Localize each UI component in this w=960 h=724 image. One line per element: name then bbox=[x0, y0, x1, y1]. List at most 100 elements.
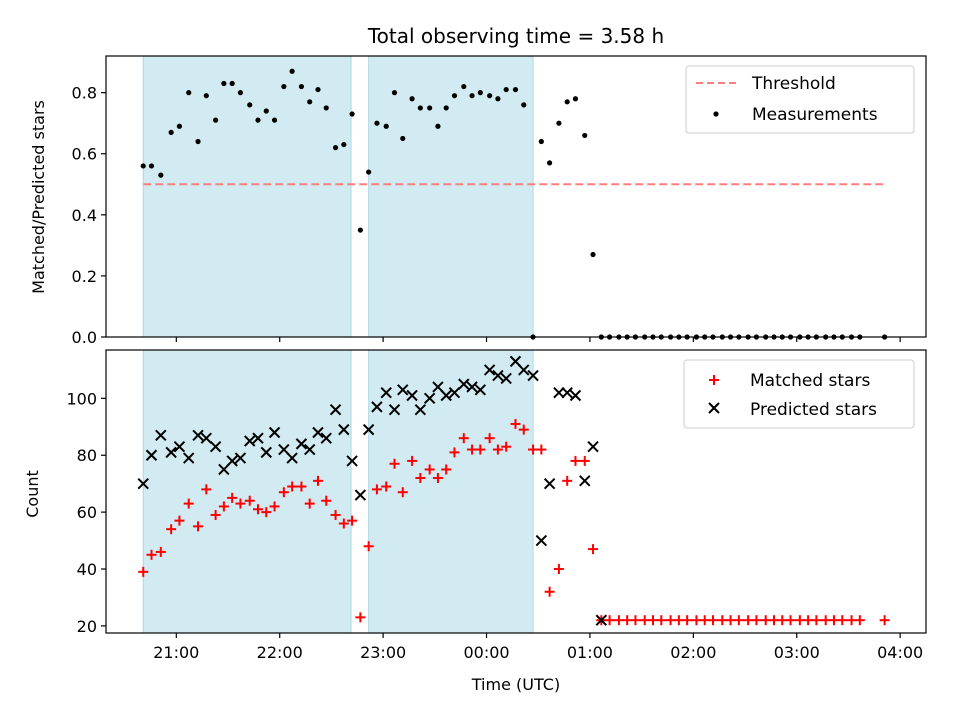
predicted-x-b bbox=[527, 369, 539, 382]
predicted-x-b bbox=[286, 452, 298, 464]
measurement-point bbox=[323, 105, 329, 111]
observing-span-bottom-1 bbox=[368, 349, 534, 634]
predicted-star-point bbox=[244, 435, 256, 447]
measurement-point bbox=[168, 129, 174, 135]
measurement-point bbox=[237, 90, 244, 96]
measurement-point bbox=[582, 132, 588, 139]
matched-star-point bbox=[371, 484, 382, 495]
matched-star-point bbox=[879, 615, 890, 626]
predicted-x-b bbox=[587, 440, 599, 453]
predicted-star-point bbox=[278, 443, 290, 456]
matched-star-point bbox=[518, 424, 529, 435]
bottom-x-ticks: 21:00 22:00 23:00 00:00 01:00 02:00 03:00 04:00 bbox=[153, 633, 923, 662]
predicted-x-b bbox=[338, 423, 350, 436]
matched-star-point bbox=[501, 441, 512, 452]
predicted-star-point bbox=[518, 364, 530, 376]
matched-star-point bbox=[338, 518, 349, 529]
predicted-star-point bbox=[218, 463, 230, 476]
measurement-point bbox=[556, 120, 562, 126]
predicted-star-point bbox=[535, 534, 548, 547]
x-axis-label: Time (UTC) bbox=[471, 675, 560, 694]
predicted-x-b bbox=[500, 372, 512, 385]
x-tick-label: 04:00 bbox=[877, 643, 923, 662]
predicted-x-b bbox=[346, 455, 358, 467]
predicted-star-point bbox=[553, 386, 565, 399]
predicted-x-b bbox=[209, 440, 222, 453]
measurement-point bbox=[521, 102, 527, 108]
predicted-star-point bbox=[338, 423, 350, 436]
predicted-x-b bbox=[458, 378, 470, 390]
bottom-y-tick-label: 60 bbox=[77, 503, 97, 522]
matched-star-point bbox=[424, 464, 435, 475]
predicted-x-b bbox=[137, 477, 149, 490]
predicted-star-point bbox=[320, 432, 332, 444]
bottom-y-tick-label: 100 bbox=[66, 389, 97, 408]
count-points bbox=[137, 355, 890, 626]
predicted-star-point bbox=[268, 426, 281, 439]
predicted-x-b bbox=[354, 489, 367, 501]
predicted-star-point bbox=[252, 432, 264, 444]
measurement-point bbox=[391, 90, 398, 96]
predicted-x-b bbox=[200, 432, 213, 444]
predicted-x-b bbox=[165, 446, 177, 459]
matched-star-point bbox=[415, 472, 426, 483]
matched-star-point bbox=[604, 615, 615, 626]
predicted-star-point bbox=[312, 426, 324, 439]
predicted-star-point bbox=[304, 443, 316, 456]
legend-matched-label: Matched stars bbox=[750, 371, 870, 391]
measurement-point bbox=[461, 83, 467, 90]
x-tick-label: 01:00 bbox=[567, 643, 613, 662]
measurement-point bbox=[203, 93, 209, 99]
top-legend-box bbox=[685, 65, 915, 134]
predicted-x-b bbox=[406, 389, 418, 402]
measurement-point bbox=[495, 96, 501, 102]
matched-star-point bbox=[381, 481, 392, 492]
predicted-x-b bbox=[312, 426, 324, 439]
predicted-star-point bbox=[260, 446, 272, 459]
matched-star-point bbox=[484, 433, 495, 444]
matched-star-point bbox=[304, 498, 315, 509]
predicted-star-point bbox=[423, 392, 436, 405]
bottom-panel: 20 40 60 80 100 21:00 22:00 23:00 00:00 01:00 02:… bbox=[23, 349, 927, 694]
predicted-star-point bbox=[200, 432, 213, 444]
matched-star-point bbox=[363, 541, 374, 552]
predicted-x-b bbox=[295, 438, 308, 450]
matched-star-point bbox=[707, 615, 718, 626]
top-y-tick-label: 0.4 bbox=[72, 206, 97, 225]
bottom-y-axis-label: Count bbox=[23, 470, 42, 518]
predicted-star-point bbox=[165, 446, 177, 459]
matched-star-point bbox=[193, 521, 204, 532]
bottom-axes-frame bbox=[105, 349, 927, 634]
matched-star-point bbox=[155, 546, 166, 557]
measurement-point bbox=[158, 172, 164, 178]
predicted-x-b bbox=[483, 364, 496, 376]
predicted-star-point bbox=[483, 364, 496, 376]
measurement-point bbox=[148, 163, 155, 169]
predicted-star-point bbox=[346, 455, 358, 467]
measurement-point bbox=[477, 90, 483, 96]
predicted-star-point bbox=[286, 452, 298, 464]
predicted-x-b bbox=[320, 432, 332, 444]
top-y-tick-label: 0.8 bbox=[72, 84, 97, 103]
predicted-star-point bbox=[474, 384, 487, 396]
predicted-x-b bbox=[397, 384, 409, 396]
matched-star-point bbox=[312, 475, 323, 486]
observing-span-top-0 bbox=[142, 55, 352, 338]
predicted-star-point bbox=[173, 440, 186, 453]
predicted-star-point bbox=[579, 475, 591, 487]
matched-star-point bbox=[174, 515, 185, 526]
predicted-x-b bbox=[414, 404, 427, 416]
chart-title: Total observing time = 3.58 h bbox=[367, 24, 664, 48]
measurement-point bbox=[357, 227, 363, 233]
observing-span-top-1 bbox=[368, 55, 534, 338]
measurement-point bbox=[255, 117, 261, 123]
predicted-x-b bbox=[561, 386, 573, 399]
matched-star-point bbox=[837, 615, 848, 626]
measurement-point bbox=[341, 141, 347, 148]
measurement-point bbox=[572, 96, 579, 102]
measurement-point bbox=[315, 86, 321, 93]
matched-star-point bbox=[492, 444, 503, 455]
legend-predicted-label: Predicted stars bbox=[750, 400, 877, 420]
x-tick-label: 23:00 bbox=[360, 643, 406, 662]
